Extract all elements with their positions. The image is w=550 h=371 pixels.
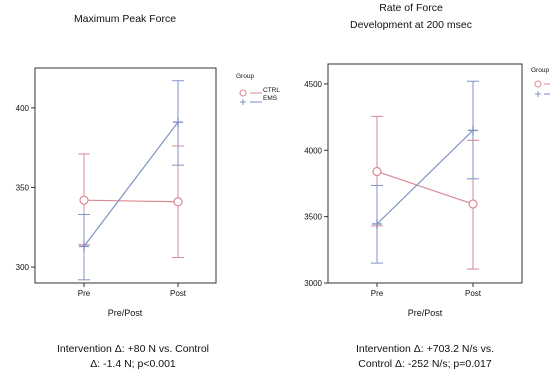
chart-1-ctrl-series-line — [83, 199, 179, 203]
chart-2-x-tick-label-0: Pre — [371, 289, 384, 298]
chart-2-y-tick-label-1: 3500 — [304, 213, 322, 222]
chart-1-legend-ctrl: CTRL — [239, 87, 280, 97]
chart-2-marks — [371, 80, 479, 270]
chart-1-legend-title: Group — [236, 73, 254, 80]
chart-2-legend-ems — [535, 91, 550, 97]
chart-1-y-tick-label-1: 350 — [16, 183, 30, 192]
chart-1-ems-point-1 — [173, 117, 183, 128]
chart-1-legend-label-ems: EMS — [263, 95, 278, 102]
chart-2-legend-title: Group — [531, 67, 549, 74]
chart-1-legend-ems: EMS — [240, 95, 278, 105]
chart-1-y-tick-label-0: 300 — [16, 263, 30, 272]
chart-2-legend-ctrl — [534, 80, 550, 88]
chart-2-title-line-2: Development at 200 msec — [350, 19, 472, 31]
chart-2-x-label: Pre/Post — [408, 308, 443, 318]
chart-1-ems-point-0 — [79, 241, 89, 252]
chart-2-ems-series-line — [376, 129, 474, 225]
chart-1-x-label: Pre/Post — [108, 308, 143, 318]
chart-2-title-line-1: Rate of Force — [379, 2, 443, 14]
chart-1-x-tick-label-1: Post — [170, 289, 187, 298]
chart-1-x-tick-label-0: Pre — [78, 289, 91, 298]
chart-1-caption-line-1: Intervention Δ: +80 N vs. Control — [57, 343, 209, 355]
chart-1-y-axis: 300 350 400 — [16, 104, 35, 272]
chart-1-plot-frame — [34, 67, 217, 284]
chart-1-ctrl-point-0 — [79, 195, 89, 205]
chart-2-ctrl-series-line — [376, 170, 474, 205]
chart-2-y-axis: 3000 3500 4000 4500 — [304, 80, 328, 288]
chart-1-x-axis: Pre Post — [78, 283, 187, 298]
chart-2-y-tick-label-2: 4000 — [304, 146, 322, 155]
chart-2-y-tick-label-0: 3000 — [304, 279, 322, 288]
chart-2-x-axis: Pre Post — [371, 283, 482, 298]
chart-2-y-tick-label-3: 4500 — [304, 80, 322, 89]
chart-1-marks — [78, 80, 184, 281]
chart-2-ctrl-point-1 — [468, 199, 478, 209]
chart-2-x-tick-label-1: Post — [465, 289, 482, 298]
chart-1-ctrl-point-1 — [173, 197, 183, 207]
chart-2-plot-frame — [327, 63, 523, 284]
chart-2-caption-line-1: Intervention Δ: +703.2 N/s vs. — [356, 343, 494, 355]
chart-2-ctrl-point-0 — [372, 166, 382, 177]
chart-2-caption-line-2: Control Δ: -252 N/s; p=0.017 — [358, 358, 492, 370]
chart-peak-force: Maximum Peak Force 300 350 400 Pre Post Pre… — [16, 13, 281, 370]
chart-1-legend-label-ctrl: CTRL — [263, 87, 280, 94]
chart-1-caption-line-2: Δ: -1.4 N; p<0.001 — [90, 358, 176, 370]
chart-2-ems-point-0 — [372, 218, 382, 229]
chart-rate-of-force: Rate of Force Development at 200 msec 30… — [304, 2, 550, 370]
chart-1-ems-series-line — [83, 121, 179, 247]
chart-2-ems-point-1 — [468, 125, 478, 136]
chart-1-y-tick-label-2: 400 — [16, 104, 30, 113]
chart-1-title: Maximum Peak Force — [74, 13, 176, 25]
